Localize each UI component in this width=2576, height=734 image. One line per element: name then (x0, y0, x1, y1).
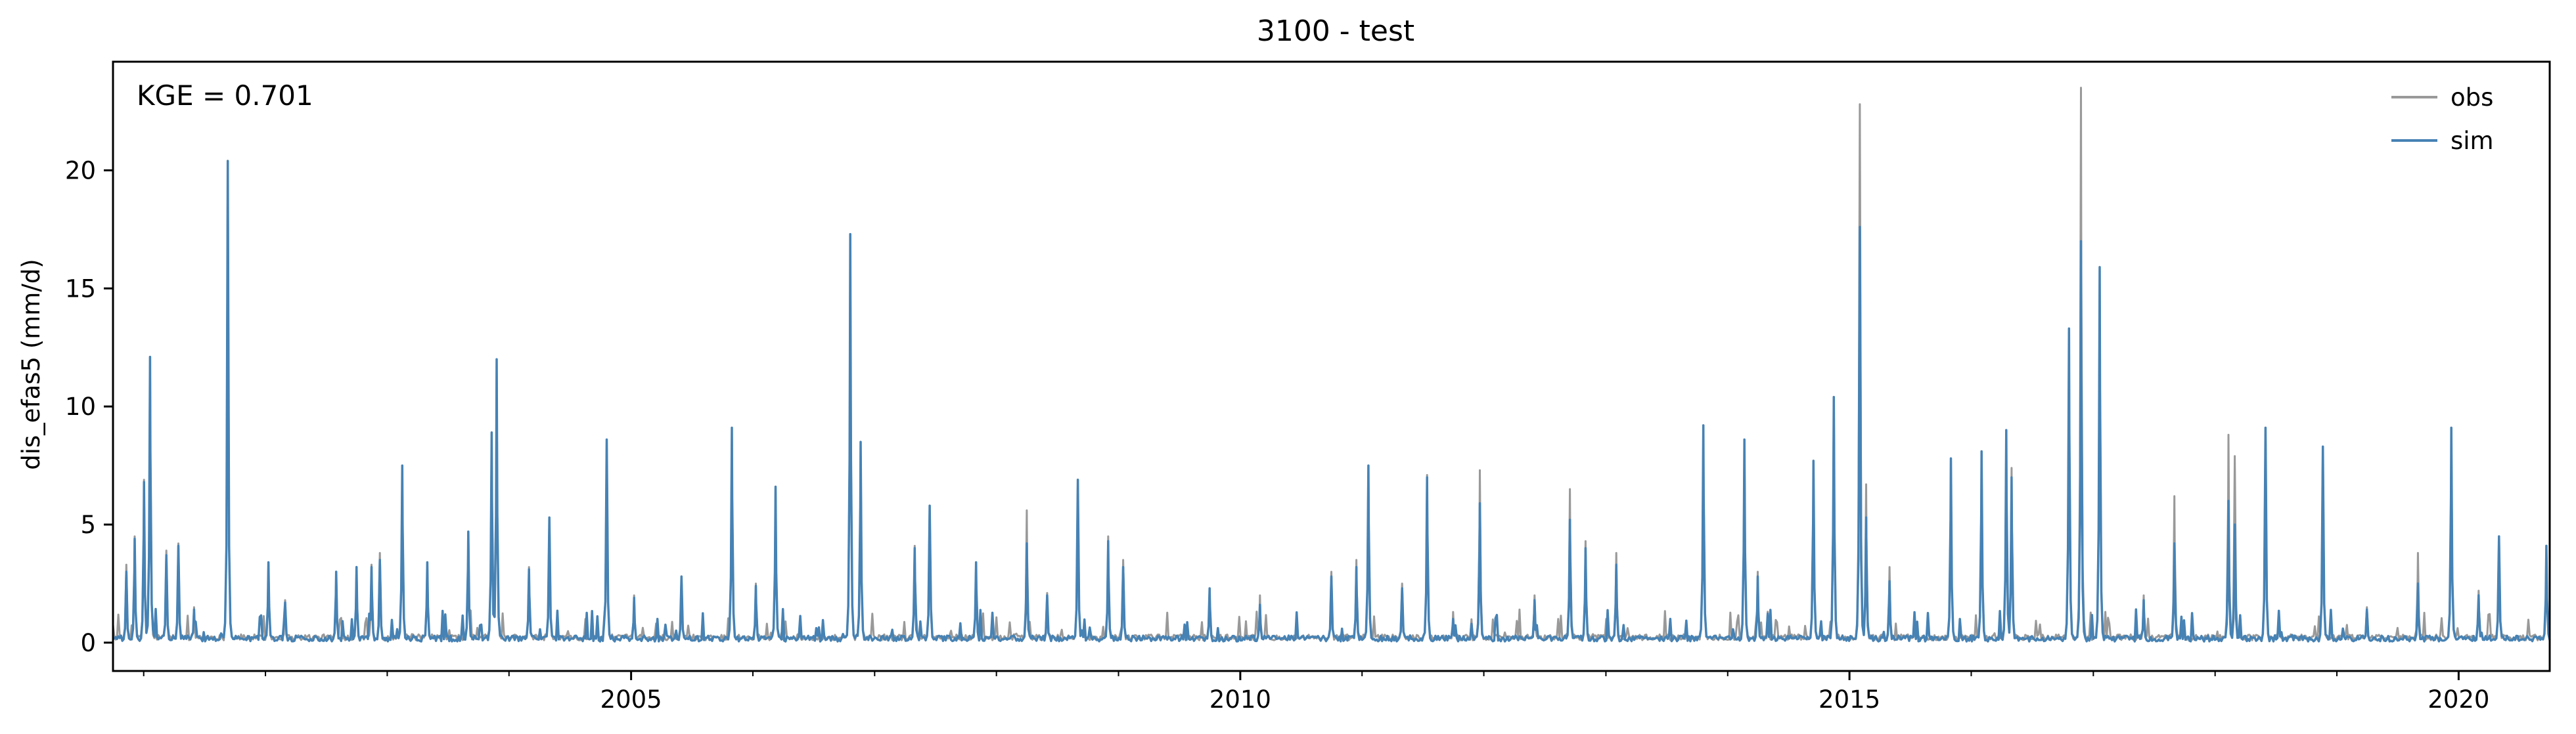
y-tick-label-10: 10 (65, 393, 96, 421)
legend: obs sim (2391, 83, 2494, 155)
kge-annotation: KGE = 0.701 (137, 79, 313, 112)
x-tick-label-2005: 2005 (600, 685, 662, 714)
series-line-obs (112, 87, 2550, 641)
x-tick-label-2010: 2010 (1209, 685, 1271, 714)
y-tick-label-0: 0 (80, 629, 96, 657)
y-axis-label: dis_efas5 (mm/d) (17, 259, 45, 470)
y-axis: 0 5 10 15 20 (65, 156, 113, 657)
chart-title: 3100 - test (1257, 14, 1414, 48)
y-tick-label-20: 20 (65, 156, 96, 184)
legend-sim-label: sim (2451, 127, 2494, 155)
x-tick-label-2020: 2020 (2428, 685, 2489, 714)
y-tick-label-5: 5 (80, 511, 96, 539)
series-line-sim (112, 160, 2551, 643)
legend-obs-label: obs (2451, 83, 2493, 112)
plot-frame (112, 60, 2551, 672)
y-tick-label-15: 15 (65, 274, 96, 303)
x-tick-label-2015: 2015 (1819, 685, 1880, 714)
x-axis: 2005 2010 2015 2020 (143, 671, 2489, 714)
series-layer (112, 87, 2551, 643)
